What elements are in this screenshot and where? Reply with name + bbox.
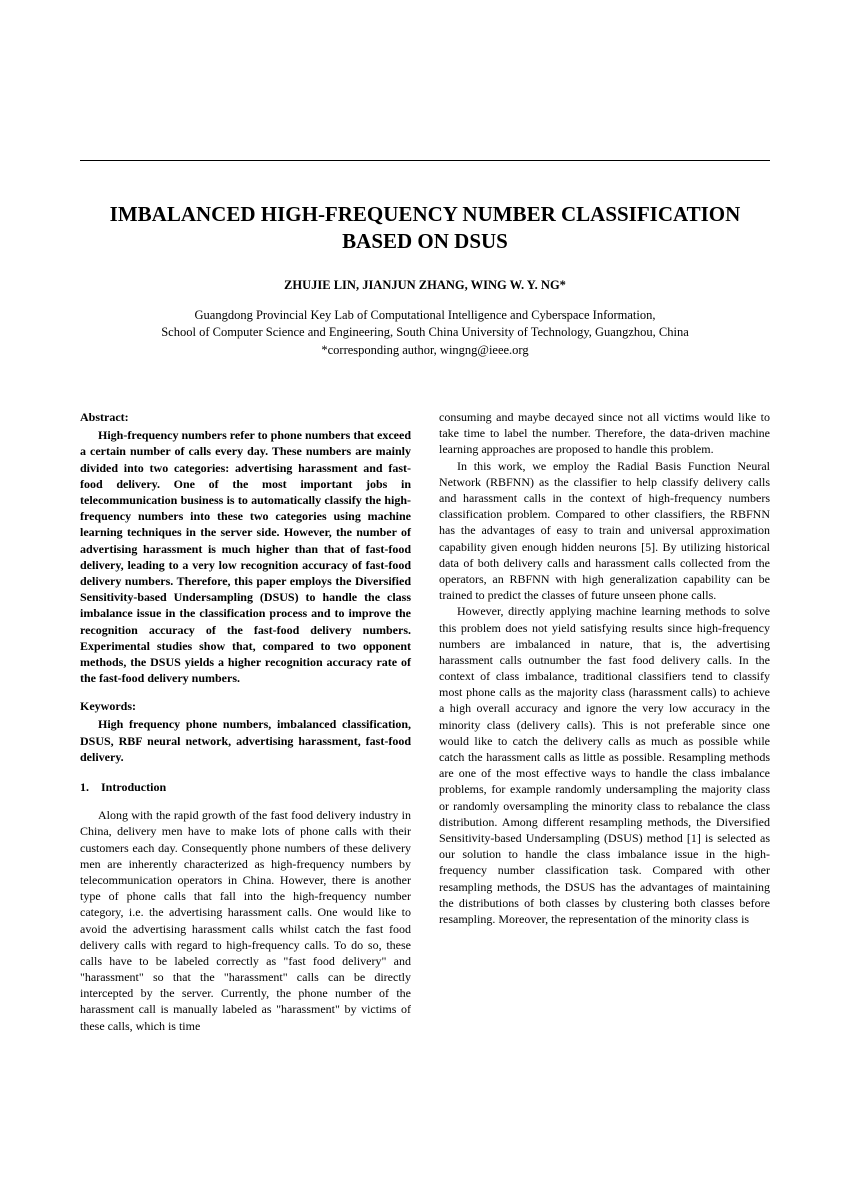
paper-title: IMBALANCED HIGH-FREQUENCY NUMBER CLASSIF… (80, 201, 770, 256)
affiliation-line-3: *corresponding author, wingng@ieee.org (80, 342, 770, 360)
two-column-body: Abstract: High-frequency numbers refer t… (80, 409, 770, 1034)
top-horizontal-rule (80, 160, 770, 161)
affiliation-block: Guangdong Provincial Key Lab of Computat… (80, 307, 770, 360)
intro-paragraph-1: Along with the rapid growth of the fast … (80, 807, 411, 1034)
right-column: consuming and maybe decayed since not al… (439, 409, 770, 1034)
intro-paragraph-3: However, directly applying machine learn… (439, 603, 770, 927)
section-1-heading: 1. Introduction (80, 779, 411, 795)
keywords-body: High frequency phone numbers, imbalanced… (80, 716, 411, 765)
affiliation-line-2: School of Computer Science and Engineeri… (80, 324, 770, 342)
left-column: Abstract: High-frequency numbers refer t… (80, 409, 411, 1034)
intro-paragraph-1-cont: consuming and maybe decayed since not al… (439, 409, 770, 458)
keywords-heading: Keywords: (80, 698, 411, 714)
author-list: ZHUJIE LIN, JIANJUN ZHANG, WING W. Y. NG… (80, 278, 770, 293)
abstract-heading: Abstract: (80, 409, 411, 425)
affiliation-line-1: Guangdong Provincial Key Lab of Computat… (80, 307, 770, 325)
intro-paragraph-2: In this work, we employ the Radial Basis… (439, 458, 770, 604)
abstract-body: High-frequency numbers refer to phone nu… (80, 427, 411, 686)
